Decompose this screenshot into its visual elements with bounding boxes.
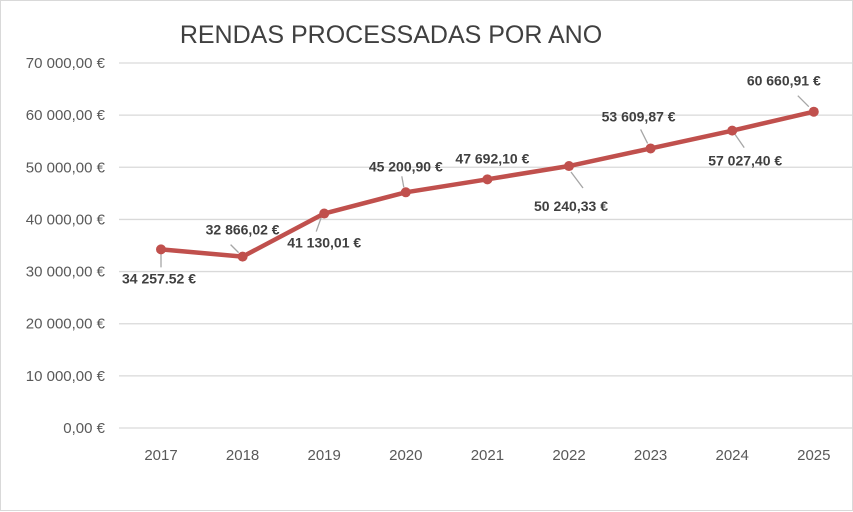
x-tick-label: 2024 [716, 447, 749, 464]
data-label: 50 240,33 € [534, 198, 608, 214]
data-point [808, 106, 819, 117]
data-label: 60 660,91 € [747, 73, 821, 89]
data-label: 53 609,87 € [602, 108, 676, 124]
x-axis-tick-labels: 2017 2018 2019 2020 2021 2022 2023 2024 2025 [144, 447, 830, 464]
data-label: 34 257.52 € [122, 270, 196, 286]
gridlines [119, 62, 853, 429]
data-label-leader-lines [160, 95, 810, 268]
y-tick-label: 50 000,00 € [26, 159, 106, 176]
x-tick-label: 2025 [797, 447, 830, 464]
data-points [156, 106, 819, 262]
leader-line [570, 171, 584, 189]
data-point [400, 187, 411, 198]
data-label: 32 866,02 € [206, 222, 280, 238]
x-tick-label: 2021 [471, 447, 504, 464]
data-point [482, 174, 493, 185]
y-tick-label: 20 000,00 € [26, 316, 106, 333]
data-label: 45 200,90 € [369, 158, 443, 174]
data-labels: 34 257.52 € 32 866,02 € 41 130,01 € 45 200,… [122, 73, 821, 287]
chart-title: RENDAS PROCESSADAS POR ANO [179, 21, 603, 49]
data-point [645, 143, 656, 154]
leader-line [315, 217, 322, 232]
data-point [156, 244, 166, 255]
leader-line [797, 95, 810, 108]
x-tick-label: 2017 [144, 447, 177, 464]
y-axis-tick-labels: 0,00 € 10 000,00 € 20 000,00 € 30 000,00 € 4… [26, 55, 106, 437]
leader-line [401, 176, 405, 188]
x-tick-label: 2022 [552, 447, 585, 464]
y-tick-label: 10 000,00 € [26, 368, 106, 385]
data-point [319, 208, 330, 219]
data-point [237, 251, 248, 262]
leader-line [734, 134, 745, 149]
y-tick-label: 70 000,00 € [26, 55, 106, 72]
y-tick-label: 0,00 € [63, 420, 105, 437]
y-tick-label: 60 000,00 € [26, 107, 106, 124]
data-label: 41 130,01 € [287, 235, 361, 251]
leader-line [230, 244, 240, 254]
x-tick-label: 2020 [389, 447, 422, 464]
data-point [727, 125, 738, 136]
x-tick-label: 2019 [308, 447, 341, 464]
data-point [564, 161, 574, 172]
x-tick-label: 2023 [634, 447, 667, 464]
data-label: 47 692,10 € [455, 150, 529, 166]
y-tick-label: 40 000,00 € [26, 211, 106, 228]
data-label: 57 027,40 € [708, 153, 782, 169]
x-tick-label: 2018 [226, 447, 259, 464]
y-tick-label: 30 000,00 € [26, 264, 106, 281]
leader-line [640, 129, 649, 144]
